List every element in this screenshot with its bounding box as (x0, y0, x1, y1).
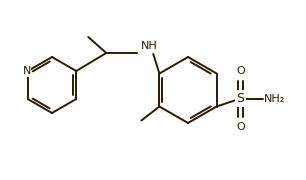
Text: S: S (237, 92, 244, 105)
Text: NH₂: NH₂ (263, 93, 285, 103)
Text: O: O (236, 66, 245, 75)
Text: O: O (236, 122, 245, 132)
Text: NH: NH (141, 41, 158, 51)
Text: N: N (23, 66, 31, 76)
